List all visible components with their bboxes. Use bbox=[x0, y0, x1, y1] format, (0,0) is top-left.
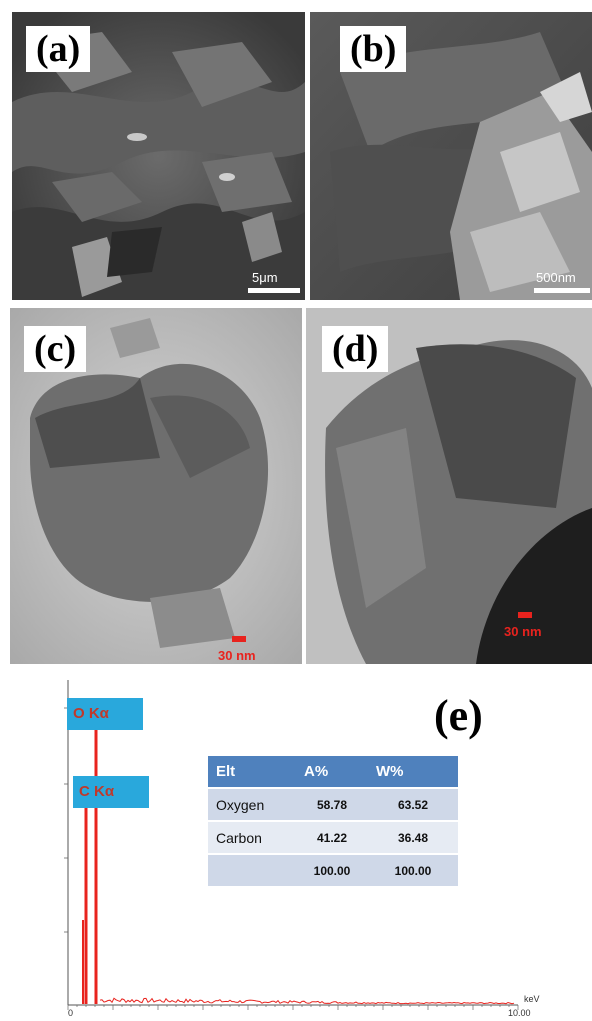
table-row: Oxygen 58.78 63.52 bbox=[208, 787, 458, 821]
tem-image-d bbox=[306, 308, 592, 664]
panel-label-e: (e) bbox=[434, 691, 483, 740]
cell-element: Carbon bbox=[208, 820, 296, 854]
table-row: 100.00 100.00 bbox=[208, 853, 458, 886]
cell-element bbox=[208, 853, 296, 886]
eds-baseline-trace bbox=[99, 997, 515, 1005]
scale-bar-c bbox=[232, 636, 246, 642]
cell-atomic: 100.00 bbox=[296, 853, 368, 886]
peak-label-o: O Kα bbox=[67, 698, 143, 730]
cell-weight: 63.52 bbox=[368, 787, 458, 821]
header-elt: Elt bbox=[208, 756, 296, 788]
sem-image-a bbox=[12, 12, 305, 300]
scale-label-c: 30 nm bbox=[218, 648, 256, 663]
header-weight-pct: W% bbox=[368, 756, 458, 788]
sem-panel-b: (b) 500nm bbox=[310, 12, 592, 300]
panel-label-d: (d) bbox=[322, 326, 389, 372]
cell-weight: 36.48 bbox=[368, 820, 458, 854]
x-tick-start: 0 bbox=[68, 1008, 74, 1018]
scale-bar-a bbox=[248, 288, 300, 293]
scale-bar-b bbox=[534, 288, 590, 293]
tem-panel-c: (c) 30 nm bbox=[10, 308, 302, 664]
cell-atomic: 58.78 bbox=[296, 787, 368, 821]
peak-label-c: C Kα bbox=[73, 776, 149, 808]
panel-label-c: (c) bbox=[24, 326, 87, 372]
scale-label-b: 500nm bbox=[536, 270, 576, 285]
cell-atomic: 41.22 bbox=[296, 820, 368, 854]
x-axis-unit: keV bbox=[524, 994, 540, 1004]
eds-axis-ticks bbox=[64, 707, 519, 1010]
sem-panel-a: (a) 5μm bbox=[12, 12, 305, 300]
header-atomic-pct: A% bbox=[296, 756, 368, 788]
cell-weight: 100.00 bbox=[368, 853, 458, 886]
scale-label-d: 30 nm bbox=[504, 624, 542, 639]
scale-bar-d bbox=[518, 612, 532, 618]
table-row: Carbon 41.22 36.48 bbox=[208, 820, 458, 854]
element-composition-table: Elt A% W% Oxygen 58.78 63.52 Carbon 41.2… bbox=[208, 756, 458, 886]
eds-spectrum bbox=[64, 680, 519, 1010]
x-tick-end: 10.00 bbox=[508, 1008, 531, 1018]
tem-panel-d: (d) 30 nm bbox=[306, 308, 592, 664]
panel-label-a: (a) bbox=[26, 26, 91, 72]
scale-label-a: 5μm bbox=[252, 270, 278, 285]
cell-element: Oxygen bbox=[208, 787, 296, 821]
panel-label-b: (b) bbox=[340, 26, 407, 72]
table-header-row: Elt A% W% bbox=[208, 756, 458, 788]
